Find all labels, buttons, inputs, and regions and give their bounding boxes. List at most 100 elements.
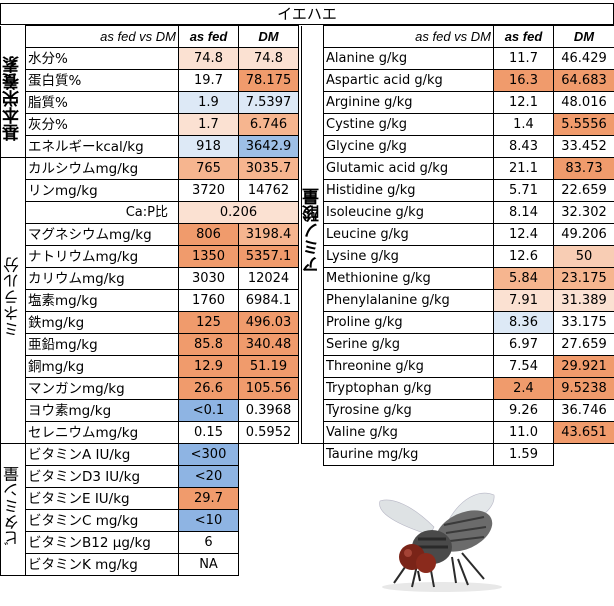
asfed-value: 26.6 bbox=[178, 377, 239, 400]
asfed-value: 1350 bbox=[178, 245, 239, 268]
dm-value: 43.651 bbox=[553, 421, 614, 444]
table-row: Ca:P比 0.206 bbox=[1, 201, 299, 224]
table-row: Taurine mg/kg 1.59 bbox=[301, 443, 614, 466]
nutrient-name: エネルギーkcal/kg bbox=[25, 135, 179, 158]
amino-name: Serine g/kg bbox=[323, 333, 494, 356]
table-row: Phenylalanine g/kg 7.91 31.389 bbox=[302, 289, 614, 312]
asfed-value: 12.4 bbox=[493, 223, 554, 246]
asfed-value: 3030 bbox=[178, 267, 239, 290]
dm-value: 64.683 bbox=[553, 69, 614, 92]
asfed-value: 8.43 bbox=[493, 135, 554, 158]
amino-name: Lysine g/kg bbox=[323, 245, 494, 268]
left-header-corner bbox=[0, 25, 26, 48]
dm-value: 3642.9 bbox=[238, 135, 299, 158]
asfed-value: 1.7 bbox=[178, 113, 239, 136]
dm-value: 3198.4 bbox=[238, 223, 299, 246]
table-row: ミネラル分 カルシウムmg/kg 765 3035.7 bbox=[0, 157, 299, 444]
nutrient-name: カリウムmg/kg bbox=[25, 267, 179, 290]
table-row: Tyrosine g/kg 9.26 36.746 bbox=[302, 399, 614, 422]
dm-value: 7.5397 bbox=[238, 91, 299, 114]
nutrient-name: 脂質% bbox=[25, 91, 179, 114]
asfed-value: 29.7 bbox=[178, 487, 239, 510]
table-row: ヨウ素mg/kg <0.1 0.3968 bbox=[1, 399, 299, 422]
dm-value: 5.5556 bbox=[553, 113, 614, 136]
table-row: Threonine g/kg 7.54 29.921 bbox=[302, 355, 614, 378]
table-row: 灰分% 1.7 6.746 bbox=[1, 113, 299, 136]
left-header-dm: DM bbox=[238, 25, 299, 48]
table-row: Aspartic acid g/kg 16.3 64.683 bbox=[302, 69, 614, 92]
nutrient-name: Ca:P比 bbox=[25, 201, 179, 224]
amino-name: Glycine g/kg bbox=[323, 135, 494, 158]
nutrient-name: ビタミンC mg/kg bbox=[25, 509, 179, 532]
asfed-value: 5.71 bbox=[493, 179, 554, 202]
nutrient-name: 銅mg/kg bbox=[25, 355, 179, 378]
asfed-value: 11.0 bbox=[493, 421, 554, 444]
dm-value: 74.8 bbox=[238, 47, 299, 70]
asfed-value: 19.7 bbox=[178, 69, 239, 92]
table-row: ビタミン量 ビタミンA IU/kg <300 bbox=[0, 443, 299, 576]
asfed-value: 0.15 bbox=[178, 421, 239, 444]
table-row: Leucine g/kg 12.4 49.206 bbox=[302, 223, 614, 246]
group-label-amino: アミノ酸量 bbox=[301, 25, 324, 444]
right-header-asfed: as fed bbox=[493, 25, 554, 48]
table-row: Glycine g/kg 8.43 33.452 bbox=[302, 135, 614, 158]
asfed-value: 6 bbox=[178, 531, 239, 554]
dm-value: 22.659 bbox=[553, 179, 614, 202]
asfed-value: 74.8 bbox=[178, 47, 239, 70]
nutrient-name: マグネシウムmg/kg bbox=[25, 223, 179, 246]
asfed-value: 765 bbox=[178, 157, 239, 180]
asfed-value: <10 bbox=[178, 509, 239, 532]
asfed-value: 16.3 bbox=[493, 69, 554, 92]
table-row: Alanine g/kg 11.7 46.429 bbox=[302, 47, 614, 70]
sheet-title: イエハエ bbox=[0, 3, 614, 25]
asfed-value: 5.84 bbox=[493, 267, 554, 290]
table-row: リンmg/kg 3720 14762 bbox=[1, 179, 299, 202]
amino-name: Leucine g/kg bbox=[323, 223, 494, 246]
amino-name: Arginine g/kg bbox=[323, 91, 494, 114]
nutrient-name: ビタミンK mg/kg bbox=[25, 553, 179, 576]
group-label-basic: 基本栄養素 bbox=[0, 47, 26, 158]
asfed-value: <0.1 bbox=[178, 399, 239, 422]
nutrient-name: 水分% bbox=[25, 47, 179, 70]
nutrient-name: ナトリウムmg/kg bbox=[25, 245, 179, 268]
nutrient-name: ビタミンA IU/kg bbox=[25, 443, 179, 466]
dm-value: 36.746 bbox=[553, 399, 614, 422]
asfed-value: 8.36 bbox=[493, 311, 554, 334]
amino-name: Methionine g/kg bbox=[323, 267, 494, 290]
amino-name: Taurine mg/kg bbox=[323, 443, 494, 466]
asfed-value: <20 bbox=[178, 465, 239, 488]
right-header-row: アミノ酸量 as fed vs DM as fed DM bbox=[301, 25, 614, 444]
dm-value: 27.659 bbox=[553, 333, 614, 356]
table-row: Cystine g/kg 1.4 5.5556 bbox=[302, 113, 614, 136]
asfed-value: 21.1 bbox=[493, 157, 554, 180]
asfed-value: 1.9 bbox=[178, 91, 239, 114]
table-row: 亜鉛mg/kg 85.8 340.48 bbox=[1, 333, 299, 356]
asfed-value: NA bbox=[178, 553, 239, 576]
table-row: マンガンmg/kg 26.6 105.56 bbox=[1, 377, 299, 400]
amino-name: Glutamic acid g/kg bbox=[323, 157, 494, 180]
nutrient-name: 灰分% bbox=[25, 113, 179, 136]
dm-value: 6.746 bbox=[238, 113, 299, 136]
table-row: 塩素mg/kg 1760 6984.1 bbox=[1, 289, 299, 312]
dm-value: 31.389 bbox=[553, 289, 614, 312]
table-row: ビタミンD3 IU/kg <20 bbox=[1, 465, 299, 488]
table-row: ビタミンB12 μg/kg 6 bbox=[1, 531, 299, 554]
amino-name: Alanine g/kg bbox=[323, 47, 494, 70]
asfed-value: <300 bbox=[178, 443, 239, 466]
asfed-value: 2.4 bbox=[493, 377, 554, 400]
asfed-value: 85.8 bbox=[178, 333, 239, 356]
amino-name: Threonine g/kg bbox=[323, 355, 494, 378]
asfed-value: 12.6 bbox=[493, 245, 554, 268]
amino-name: Cystine g/kg bbox=[323, 113, 494, 136]
table-row: Tryptophan g/kg 2.4 9.5238 bbox=[302, 377, 614, 400]
dm-value: 29.921 bbox=[553, 355, 614, 378]
amino-name: Isoleucine g/kg bbox=[323, 201, 494, 224]
amino-name: Tyrosine g/kg bbox=[323, 399, 494, 422]
nutrient-name: 亜鉛mg/kg bbox=[25, 333, 179, 356]
dm-value: 51.19 bbox=[238, 355, 299, 378]
asfed-value: 1.4 bbox=[493, 113, 554, 136]
nutrient-name: 塩素mg/kg bbox=[25, 289, 179, 312]
right-header-label: as fed vs DM bbox=[323, 25, 494, 48]
table-row: 基本栄養素 水分% 74.8 74.8 bbox=[0, 47, 299, 158]
